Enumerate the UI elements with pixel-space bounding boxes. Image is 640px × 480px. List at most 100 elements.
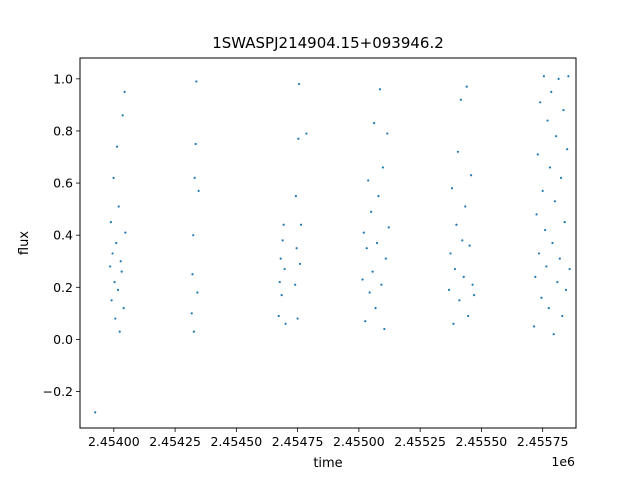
data-point (118, 330, 121, 333)
data-point (546, 119, 549, 122)
data-point (117, 205, 120, 208)
data-point (277, 314, 280, 318)
data-point (110, 299, 113, 302)
data-point (539, 101, 542, 104)
data-point (386, 132, 389, 135)
data-point (374, 307, 377, 310)
data-point (536, 153, 539, 156)
data-point (542, 75, 546, 78)
x-tick-label: 2.45475 (272, 434, 324, 449)
data-point (297, 82, 301, 86)
data-point (115, 241, 118, 245)
data-point (281, 239, 284, 242)
x-tick-label: 2.45500 (333, 434, 385, 449)
data-point (545, 265, 548, 268)
data-point (452, 322, 455, 325)
data-point (553, 200, 557, 203)
data-point (535, 213, 538, 216)
data-point (284, 322, 287, 325)
data-point (372, 122, 376, 125)
y-tick-label: −0.2 (43, 384, 73, 399)
data-point (464, 205, 467, 208)
data-point (192, 234, 195, 237)
data-point (534, 275, 537, 278)
data-point (109, 221, 112, 224)
data-point (461, 239, 464, 242)
x-tick-label: 2.45525 (394, 434, 446, 449)
y-tick-label: 0.4 (53, 228, 73, 243)
x-tick-label: 2.45400 (88, 434, 140, 449)
data-point (191, 273, 194, 276)
data-point (468, 244, 471, 247)
x-tick-label: 2.45450 (210, 434, 262, 449)
data-point (556, 280, 559, 284)
data-point (540, 296, 543, 299)
data-point (370, 210, 373, 213)
data-point (196, 291, 199, 294)
data-point (361, 278, 364, 281)
data-point (568, 267, 571, 271)
data-point (367, 179, 370, 182)
y-axis: −0.2 0.0 0.2 0.4 0.6 0.8 1.0 (43, 71, 80, 399)
data-point (541, 189, 544, 192)
data-point (305, 132, 308, 135)
data-point (94, 411, 97, 414)
data-point (194, 142, 197, 146)
data-point (471, 283, 474, 286)
data-point (280, 294, 283, 297)
data-point (450, 187, 454, 190)
data-point (552, 333, 555, 336)
data-point (456, 150, 459, 153)
data-point (123, 90, 126, 93)
data-points (94, 75, 571, 414)
data-point (447, 288, 451, 291)
data-point (547, 307, 550, 310)
y-tick-label: 0.8 (53, 123, 73, 138)
data-point (119, 260, 122, 263)
data-point (120, 270, 123, 273)
data-point (377, 195, 380, 198)
data-point (299, 223, 303, 226)
data-point (193, 176, 196, 179)
data-point (537, 252, 541, 255)
data-point (124, 231, 127, 234)
data-point (383, 327, 386, 331)
data-point (532, 325, 536, 328)
data-point (384, 257, 387, 260)
data-point (295, 247, 298, 250)
data-point (387, 226, 390, 229)
data-point (472, 294, 476, 297)
data-point (283, 267, 286, 271)
data-point (462, 275, 465, 278)
data-point (368, 291, 371, 294)
data-point (381, 166, 384, 169)
data-point (279, 257, 282, 260)
data-point (459, 98, 462, 101)
data-point (375, 241, 379, 245)
y-tick-label: 1.0 (53, 71, 73, 86)
data-point (121, 114, 124, 117)
data-point (458, 299, 461, 302)
data-point (294, 195, 297, 198)
data-point (297, 137, 300, 140)
data-point (111, 252, 114, 255)
data-point (362, 231, 365, 234)
x-axis-offset-label: 1e6 (551, 454, 575, 469)
data-point (465, 85, 468, 88)
data-point (558, 257, 561, 260)
data-point (557, 77, 560, 80)
data-point (115, 145, 119, 148)
data-point (190, 312, 193, 315)
data-point (551, 241, 554, 245)
data-point (192, 330, 196, 333)
data-point (298, 262, 302, 265)
data-point (197, 189, 200, 192)
x-tick-label: 2.45550 (456, 434, 508, 449)
data-point (195, 80, 198, 83)
data-point (555, 135, 558, 138)
y-tick-label: 0.0 (53, 332, 73, 347)
x-axis: 2.45400 2.45425 2.45450 2.45475 2.45500 2.455… (88, 428, 569, 449)
plot-frame (79, 57, 577, 429)
